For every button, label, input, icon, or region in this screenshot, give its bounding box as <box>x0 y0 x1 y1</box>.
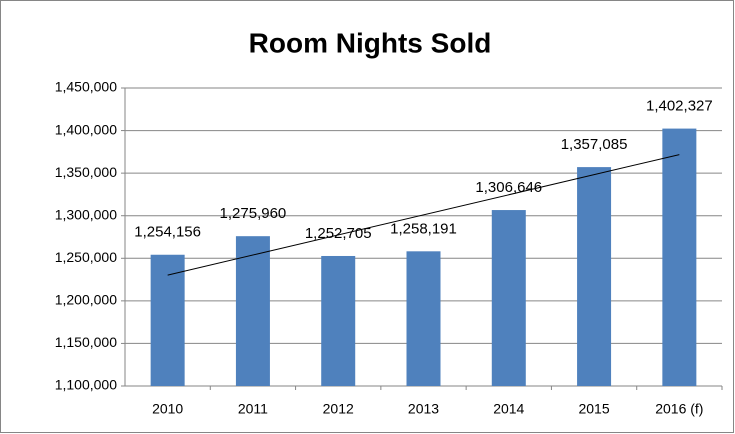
y-tick-label: 1,150,000 <box>55 334 117 350</box>
data-label: 1,258,191 <box>390 220 457 237</box>
y-tick-label: 1,200,000 <box>55 292 117 308</box>
y-tick-label: 1,300,000 <box>55 206 117 222</box>
data-label: 1,306,646 <box>475 179 542 196</box>
data-label: 1,252,705 <box>305 225 372 242</box>
x-tick-label: 2014 <box>493 401 524 417</box>
x-tick-label: 2012 <box>323 401 354 417</box>
y-tick-label: 1,400,000 <box>55 121 117 137</box>
bar <box>150 254 185 386</box>
data-label: 1,254,156 <box>134 224 201 241</box>
chart-title: Room Nights Sold <box>249 27 492 58</box>
trendline <box>167 154 680 276</box>
bar <box>491 210 526 386</box>
y-tick-label: 1,100,000 <box>55 377 117 393</box>
y-tick-label: 1,450,000 <box>55 79 117 95</box>
x-tick-label: 2010 <box>152 401 183 417</box>
x-tick-label: 2015 <box>578 401 609 417</box>
bar <box>321 255 356 386</box>
y-tick-label: 1,250,000 <box>55 249 117 265</box>
bar <box>406 251 441 386</box>
x-tick-label: 2013 <box>408 401 439 417</box>
x-tick-label: 2016 (f) <box>655 401 703 417</box>
bar <box>577 167 612 386</box>
x-tick-label: 2011 <box>238 401 268 417</box>
data-label: 1,275,960 <box>220 205 287 222</box>
data-label: 1,357,085 <box>561 136 628 153</box>
y-tick-label: 1,350,000 <box>55 164 117 180</box>
data-label: 1,402,327 <box>646 98 713 115</box>
bar <box>662 128 697 386</box>
bar <box>235 236 270 386</box>
